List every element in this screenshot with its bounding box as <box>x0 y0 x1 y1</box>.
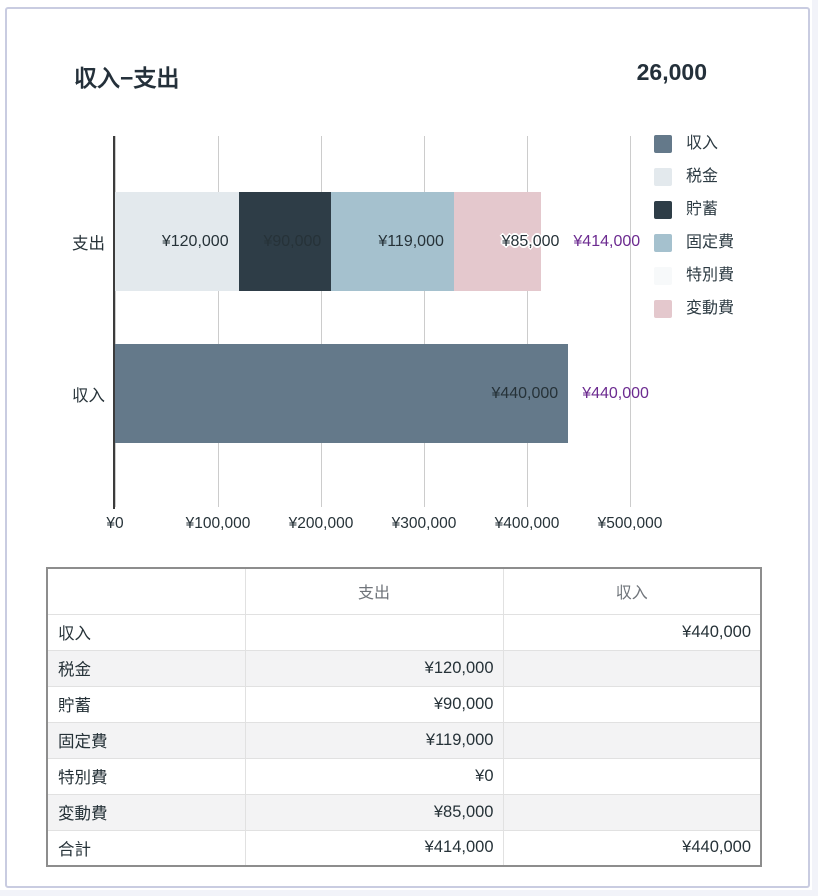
legend-swatch <box>654 135 672 153</box>
legend-label: 収入 <box>686 135 719 152</box>
x-tick-label: ¥0 <box>106 515 124 532</box>
page-title: 収入−支出 <box>74 65 180 91</box>
legend-swatch <box>654 300 672 318</box>
bar-segment-変動費[interactable] <box>453 192 542 291</box>
legend-item-変動費[interactable]: 変動費 <box>654 300 734 318</box>
gridline <box>115 136 116 507</box>
legend-item-収入[interactable]: 収入 <box>654 135 718 153</box>
bar-value-label: ¥440,000 <box>491 384 559 402</box>
legend-label: 変動費 <box>686 300 735 317</box>
table-row: 変動費 ¥85,000 <box>46 793 762 831</box>
value-cell: ¥90,000 <box>244 685 504 723</box>
table-row: 税金 ¥120,000 <box>46 649 762 687</box>
summary-table: 支出 収入 収入 ¥440,000 税金 ¥120,000 貯蓄 ¥90,000 固定費 ¥11… <box>46 567 762 867</box>
legend-swatch <box>654 267 672 285</box>
value-cell <box>502 757 762 795</box>
legend-label: 固定費 <box>686 234 735 251</box>
bar-segment-固定費[interactable] <box>331 192 454 291</box>
bar-total-label: ¥440,000 <box>582 384 649 402</box>
income-expense-chart: ¥0 ¥100,000 ¥200,000 ¥300,000 ¥400,000 ¥500,0… <box>7 9 808 886</box>
bar-value-label: ¥120,000 <box>161 232 229 250</box>
x-tick-label: ¥300,000 <box>391 515 457 532</box>
x-tick-label: ¥200,000 <box>288 515 354 532</box>
bar-total-label: ¥414,000 <box>573 232 641 250</box>
row-label-cell: 特別費 <box>46 757 246 795</box>
table-row: 固定費 ¥119,000 <box>46 721 762 759</box>
category-label: 支出 <box>72 234 105 253</box>
report-card: 収入−支出 26,000 ¥0 ¥100,000 ¥200,000 ¥300,000 ¥… <box>5 7 810 888</box>
value-cell <box>502 685 762 723</box>
x-tick-label: ¥100,000 <box>185 515 251 532</box>
bar-segment-税金[interactable] <box>115 192 239 291</box>
value-cell: ¥440,000 <box>502 613 762 651</box>
table-header-cell: 収入 <box>502 567 762 615</box>
value-cell <box>502 649 762 687</box>
legend-label: 貯蓄 <box>686 201 719 218</box>
legend-swatch <box>654 168 672 186</box>
gridline <box>630 136 631 507</box>
legend-label: 特別費 <box>686 267 735 284</box>
legend-item-固定費[interactable]: 固定費 <box>654 234 734 252</box>
table-header-cell <box>46 567 246 615</box>
value-cell: ¥0 <box>244 757 504 795</box>
category-label: 収入 <box>72 386 105 405</box>
gridline <box>218 136 219 507</box>
net-summary-value: 26,000 <box>636 59 707 85</box>
table-row: 合計 ¥414,000 ¥440,000 <box>46 829 762 867</box>
gridline <box>321 136 322 507</box>
page-edge-right <box>812 0 818 896</box>
gridline <box>527 136 528 507</box>
row-label-cell: 収入 <box>46 613 246 651</box>
bar-value-label: ¥119,000 <box>378 232 444 250</box>
value-cell: ¥414,000 <box>244 829 504 867</box>
bar-value-label: ¥90,000 <box>263 232 322 250</box>
table-header-row: 支出 収入 <box>46 567 762 615</box>
row-label-cell: 固定費 <box>46 721 246 759</box>
value-cell <box>502 721 762 759</box>
value-cell <box>502 793 762 831</box>
gridline <box>424 136 425 507</box>
row-label-cell: 合計 <box>46 829 246 867</box>
legend-label: 税金 <box>686 168 719 185</box>
legend-item-特別費[interactable]: 特別費 <box>654 267 734 285</box>
row-label-cell: 変動費 <box>46 793 246 831</box>
row-label-cell: 税金 <box>46 649 246 687</box>
value-cell: ¥85,000 <box>244 793 504 831</box>
value-cell: ¥440,000 <box>502 829 762 867</box>
table-row: 収入 ¥440,000 <box>46 613 762 651</box>
legend-item-貯蓄[interactable]: 貯蓄 <box>654 201 718 219</box>
legend-item-税金[interactable]: 税金 <box>654 168 718 186</box>
value-cell: ¥120,000 <box>244 649 504 687</box>
y-axis-line <box>113 136 115 509</box>
x-tick-label: ¥500,000 <box>597 515 663 532</box>
bar-value-label: ¥85,000 <box>501 232 560 250</box>
x-tick-label: ¥400,000 <box>494 515 560 532</box>
page-edge-bottom <box>0 890 818 896</box>
value-cell <box>244 613 504 651</box>
row-label-cell: 貯蓄 <box>46 685 246 723</box>
value-cell: ¥119,000 <box>244 721 504 759</box>
table-header-cell: 支出 <box>244 567 504 615</box>
bar-segment-貯蓄[interactable] <box>238 192 332 291</box>
legend-swatch <box>654 234 672 252</box>
table-row: 貯蓄 ¥90,000 <box>46 685 762 723</box>
bar-segment-収入[interactable] <box>115 344 569 443</box>
table-row: 特別費 ¥0 <box>46 757 762 795</box>
legend-swatch <box>654 201 672 219</box>
